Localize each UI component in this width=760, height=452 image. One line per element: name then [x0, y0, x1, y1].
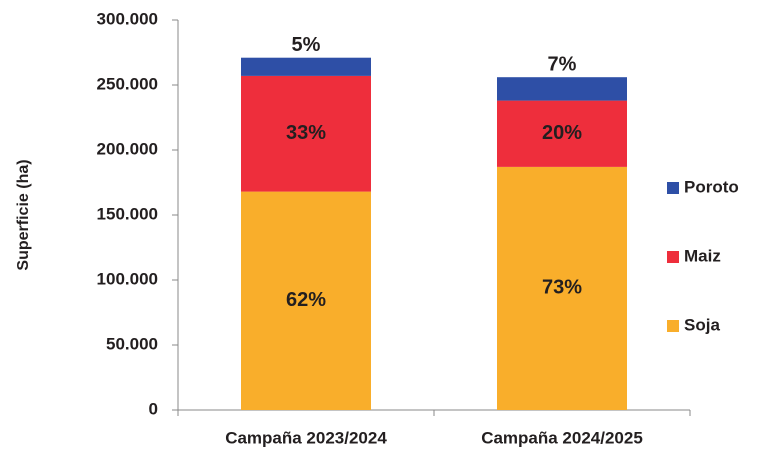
y-tick-label: 200.000 — [97, 139, 158, 158]
x-tick-label: Campaña 2023/2024 — [225, 428, 387, 447]
bar-segment — [497, 166, 627, 410]
data-label: 33% — [286, 122, 326, 144]
x-tick-label: Campaña 2024/2025 — [481, 428, 643, 447]
legend-swatch — [667, 320, 679, 332]
bar-segment — [497, 100, 627, 167]
y-tick-label: 250.000 — [97, 74, 158, 93]
data-label: 20% — [542, 122, 582, 144]
bar-segment — [497, 77, 627, 101]
y-axis-label: Superficie (ha) — [15, 159, 32, 270]
legend-swatch — [667, 251, 679, 263]
data-label: 73% — [542, 277, 582, 299]
bar-segment — [241, 75, 371, 192]
data-label: 62% — [286, 289, 326, 311]
y-tick-label: 0 — [149, 399, 158, 418]
legend-label: Poroto — [684, 177, 739, 196]
y-tick-label: 150.000 — [97, 204, 158, 223]
y-tick-label: 50.000 — [106, 334, 158, 353]
legend-label: Soja — [684, 315, 720, 334]
y-tick-label: 300.000 — [97, 9, 158, 28]
data-label: 7% — [548, 53, 577, 75]
y-tick-label: 100.000 — [97, 269, 158, 288]
legend-swatch — [667, 182, 679, 194]
bar-segment — [241, 57, 371, 76]
data-label: 5% — [292, 34, 321, 56]
legend-label: Maiz — [684, 246, 721, 265]
bar-segment — [241, 191, 371, 410]
